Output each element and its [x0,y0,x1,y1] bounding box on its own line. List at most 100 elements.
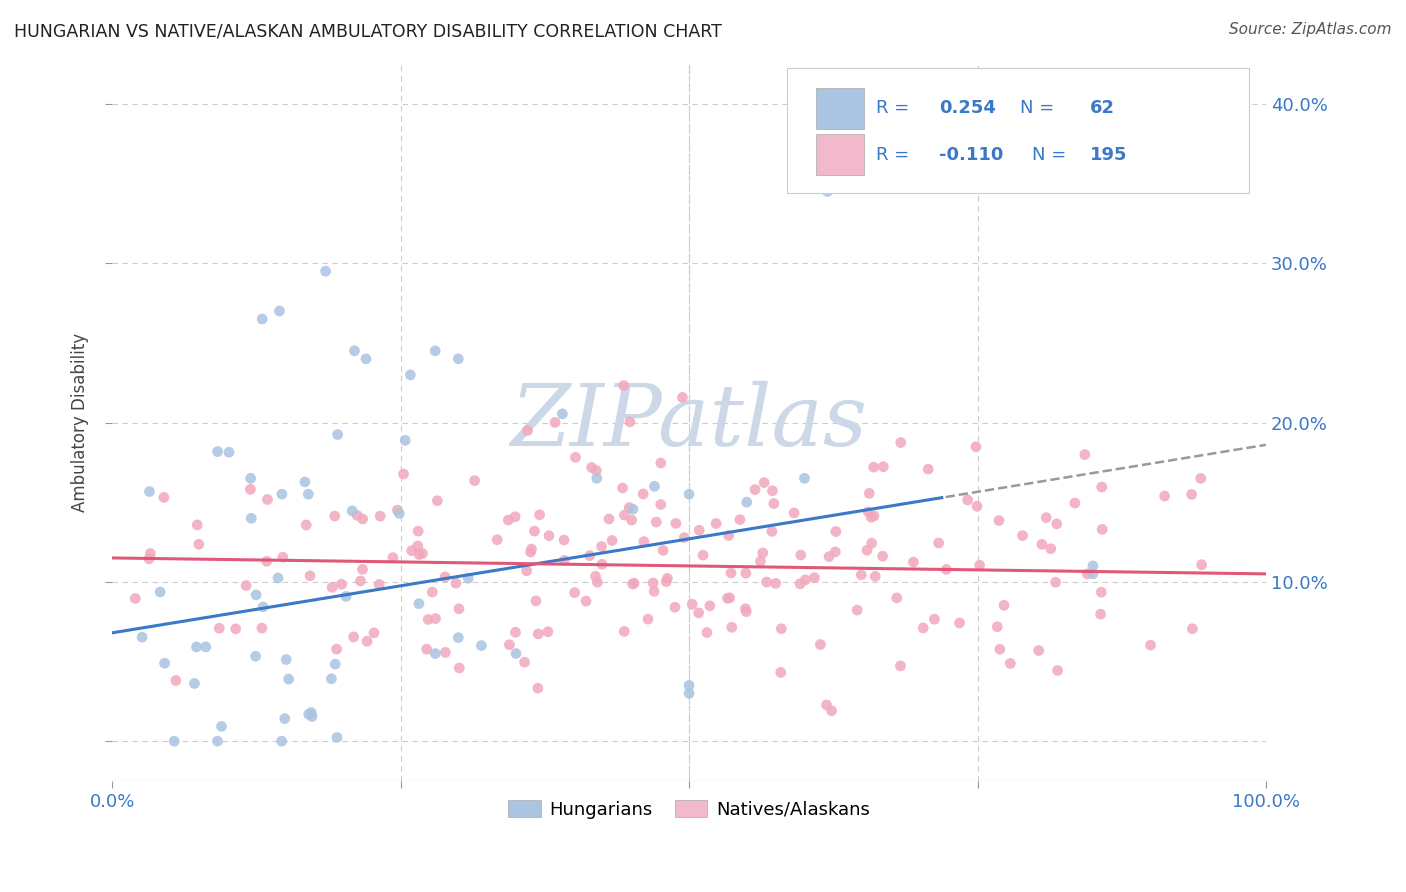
Point [860,536,883,550]
Point [575,594,598,608]
Point [1191,558,1213,572]
Point [356,634,378,648]
Point [323,657,346,672]
Point [208,621,231,635]
Point [716,591,738,606]
Point [1035,510,1057,524]
Point [464,474,486,488]
Point [1076,566,1098,581]
Point [755,574,778,589]
Point [720,566,742,580]
Point [1000,657,1022,671]
Point [643,584,665,599]
Point [388,507,411,521]
Point [578,549,600,563]
Point [447,631,470,645]
Point [598,512,620,526]
Point [470,639,492,653]
Point [688,523,710,537]
Point [153,491,176,505]
Point [734,601,756,615]
Point [138,484,160,499]
Point [299,569,322,583]
Point [817,185,839,199]
Point [194,640,217,654]
Point [411,546,433,560]
Point [124,591,146,606]
Point [368,509,391,524]
Point [803,571,825,585]
Point [276,652,298,666]
Point [406,539,429,553]
Point [447,351,470,366]
Point [1091,522,1114,536]
Point [434,645,457,659]
Point [678,678,700,692]
Point [457,571,479,585]
Text: ZIPatlas: ZIPatlas [510,381,868,464]
Point [928,536,950,550]
Point [343,630,366,644]
Point [752,475,775,490]
Point [1189,471,1212,485]
Point [744,483,766,497]
Point [368,577,391,591]
Point [704,516,727,531]
Point [1181,487,1204,501]
Point [352,562,374,576]
Point [872,549,894,564]
Point [270,734,292,748]
Point [924,612,946,626]
Point [425,647,447,661]
Point [564,585,586,599]
Point [274,712,297,726]
Point [187,537,209,551]
Point [765,576,787,591]
Point [620,513,643,527]
Point [211,719,233,733]
Point [1064,496,1087,510]
Point [917,462,939,476]
Point [718,591,741,605]
Point [699,599,721,613]
Point [673,531,696,545]
Point [326,731,349,745]
Point [650,498,672,512]
Text: -0.110: -0.110 [939,145,1004,164]
Point [872,459,894,474]
Point [240,511,263,525]
Point [591,540,613,554]
Point [340,504,363,518]
Point [631,487,654,501]
Point [183,676,205,690]
Point [297,487,319,501]
FancyBboxPatch shape [787,68,1249,193]
Point [153,657,176,671]
Point [498,513,520,527]
Point [447,602,470,616]
Text: HUNGARIAN VS NATIVE/ALASKAN AMBULATORY DISABILITY CORRELATION CHART: HUNGARIAN VS NATIVE/ALASKAN AMBULATORY D… [14,22,721,40]
Point [1011,528,1033,542]
Point [856,505,879,519]
Point [665,516,688,531]
Point [392,467,415,481]
Point [564,450,586,465]
Point [551,407,574,421]
Point [553,553,575,567]
Point [621,577,644,591]
Point [269,304,291,318]
Point [239,483,262,497]
Point [969,558,991,573]
Point [295,518,318,533]
Point [890,435,912,450]
Point [1046,516,1069,531]
Point [752,546,775,560]
Point [163,734,186,748]
Point [250,621,273,635]
Point [1090,607,1112,622]
Point [524,594,547,608]
Point [335,590,357,604]
Point [591,558,613,572]
Point [1031,537,1053,551]
Point [503,509,526,524]
